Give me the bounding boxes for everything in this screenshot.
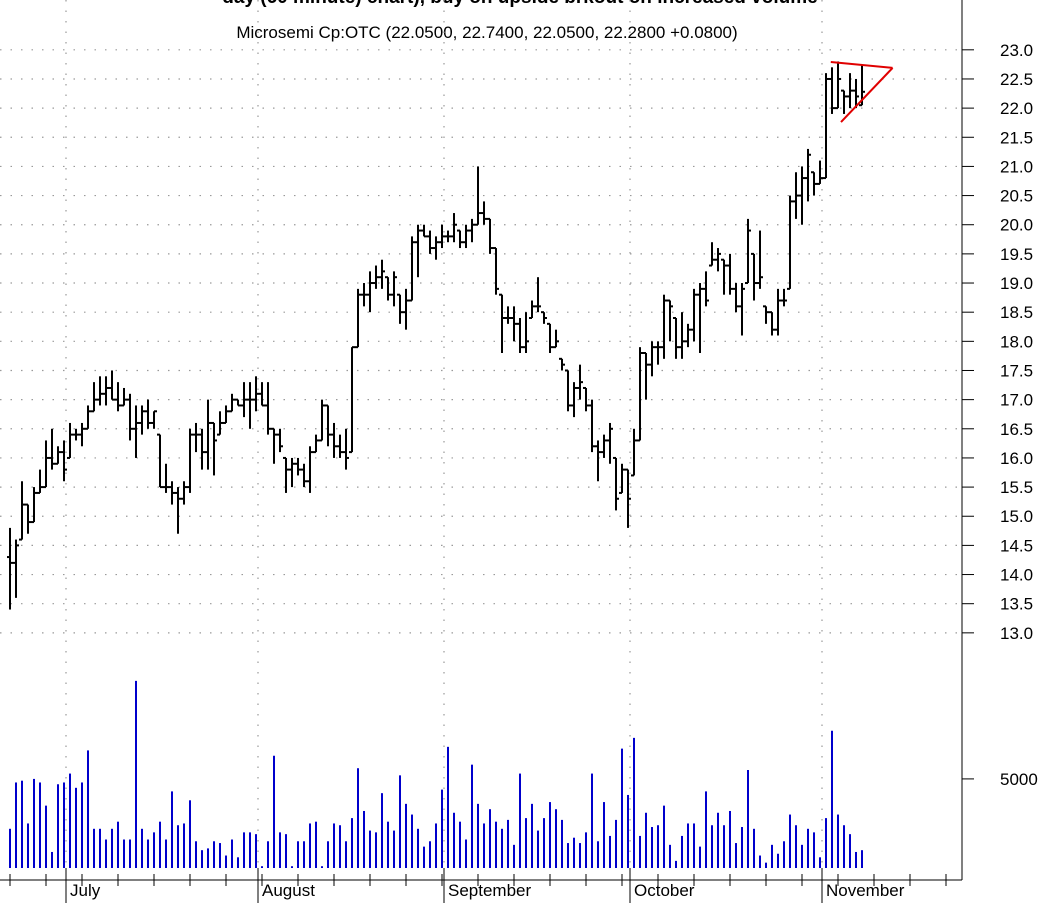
- y-tick-label: 15.5: [1000, 478, 1033, 497]
- y-tick-label: 19.0: [1000, 274, 1033, 293]
- y-tick-label: 20.0: [1000, 216, 1033, 235]
- y-tick-label: 16.0: [1000, 449, 1033, 468]
- y-tick-label: 22.0: [1000, 99, 1033, 118]
- y-tick-label: 13.0: [1000, 624, 1033, 643]
- y-tick-label: 14.0: [1000, 566, 1033, 585]
- y-tick-label: 14.5: [1000, 536, 1033, 555]
- y-tick-label: 15.0: [1000, 507, 1033, 526]
- y-tick-label: 21.0: [1000, 157, 1033, 176]
- y-tick-label: 20.5: [1000, 187, 1033, 206]
- chart-title: day (60 minute) chart), buy on upside br…: [222, 0, 817, 8]
- trendline: [830, 61, 893, 69]
- x-tick-label: August: [262, 881, 315, 900]
- y-tick-label: 22.5: [1000, 70, 1033, 89]
- y-tick-label: 17.0: [1000, 391, 1033, 410]
- y-tick-label: 19.5: [1000, 245, 1033, 264]
- x-tick-label: October: [634, 881, 695, 900]
- y-tick-label: 18.5: [1000, 303, 1033, 322]
- x-tick-label: November: [826, 881, 905, 900]
- y-tick-label: 13.5: [1000, 595, 1033, 614]
- x-tick-label: July: [70, 881, 101, 900]
- trendline: [840, 67, 894, 123]
- y-tick-label: 21.5: [1000, 128, 1033, 147]
- y-tick-label: 23.0: [1000, 41, 1033, 60]
- y-tick-label: 16.5: [1000, 420, 1033, 439]
- chart-subtitle: Microsemi Cp:OTC (22.0500, 22.7400, 22.0…: [236, 23, 737, 42]
- y-tick-label: 17.5: [1000, 361, 1033, 380]
- x-tick-label: September: [448, 881, 531, 900]
- y-tick-label: 5000: [1000, 770, 1038, 789]
- y-tick-label: 18.0: [1000, 332, 1033, 351]
